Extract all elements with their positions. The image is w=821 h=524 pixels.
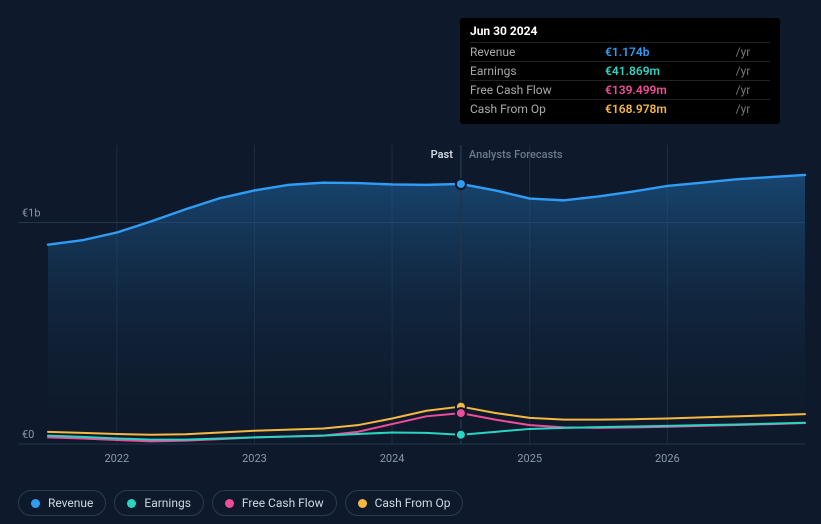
x-tick-label: 2025 <box>517 452 542 465</box>
past-label: Past <box>431 148 454 161</box>
chart-tooltip: Jun 30 2024 Revenue€1.174b/yrEarnings€41… <box>460 18 780 124</box>
marker-earnings <box>456 430 466 440</box>
tooltip-row-value: €41.869m <box>605 62 732 81</box>
tooltip-row: Revenue€1.174b/yr <box>470 43 770 62</box>
legend-label: Earnings <box>144 496 191 510</box>
x-tick-label: 2024 <box>380 452 405 465</box>
x-tick-label: 2026 <box>655 452 680 465</box>
tooltip-table: Revenue€1.174b/yrEarnings€41.869m/yrFree… <box>470 42 770 118</box>
legend-item-cash-from-op[interactable]: Cash From Op <box>345 490 464 516</box>
legend-label: Revenue <box>48 496 93 510</box>
tooltip-row-unit: /yr <box>732 43 770 62</box>
legend-label: Cash From Op <box>375 496 451 510</box>
forecast-label: Analysts Forecasts <box>469 148 563 161</box>
legend-dot-icon <box>31 499 40 508</box>
tooltip-row-unit: /yr <box>732 81 770 100</box>
legend-dot-icon <box>358 499 367 508</box>
legend-label: Free Cash Flow <box>242 496 324 510</box>
tooltip-title: Jun 30 2024 <box>470 24 770 38</box>
tooltip-row: Free Cash Flow€139.499m/yr <box>470 81 770 100</box>
tooltip-row-label: Earnings <box>470 62 605 81</box>
legend-item-earnings[interactable]: Earnings <box>114 490 204 516</box>
tooltip-row: Earnings€41.869m/yr <box>470 62 770 81</box>
marker-revenue <box>456 179 466 189</box>
tooltip-row-value: €168.978m <box>605 100 732 119</box>
tooltip-row-label: Cash From Op <box>470 100 605 119</box>
y-tick-label: €0 <box>22 428 34 441</box>
x-tick-label: 2022 <box>104 452 129 465</box>
tooltip-row-unit: /yr <box>732 100 770 119</box>
tooltip-row: Cash From Op€168.978m/yr <box>470 100 770 119</box>
legend-dot-icon <box>127 499 136 508</box>
financials-chart: €0 €1b Past Analysts Forecasts 2022 2023 2024 2… <box>0 0 821 524</box>
tooltip-row-value: €1.174b <box>605 43 732 62</box>
y-tick-label: €1b <box>22 207 41 220</box>
tooltip-row-value: €139.499m <box>605 81 732 100</box>
tooltip-row-label: Revenue <box>470 43 605 62</box>
marker-free_cash_flow <box>456 408 466 418</box>
legend-dot-icon <box>225 499 234 508</box>
legend-item-free-cash-flow[interactable]: Free Cash Flow <box>212 490 337 516</box>
chart-legend: Revenue Earnings Free Cash Flow Cash From O… <box>18 490 463 516</box>
tooltip-row-label: Free Cash Flow <box>470 81 605 100</box>
tooltip-row-unit: /yr <box>732 62 770 81</box>
legend-item-revenue[interactable]: Revenue <box>18 490 106 516</box>
x-tick-label: 2023 <box>242 452 267 465</box>
area-revenue <box>48 175 805 444</box>
